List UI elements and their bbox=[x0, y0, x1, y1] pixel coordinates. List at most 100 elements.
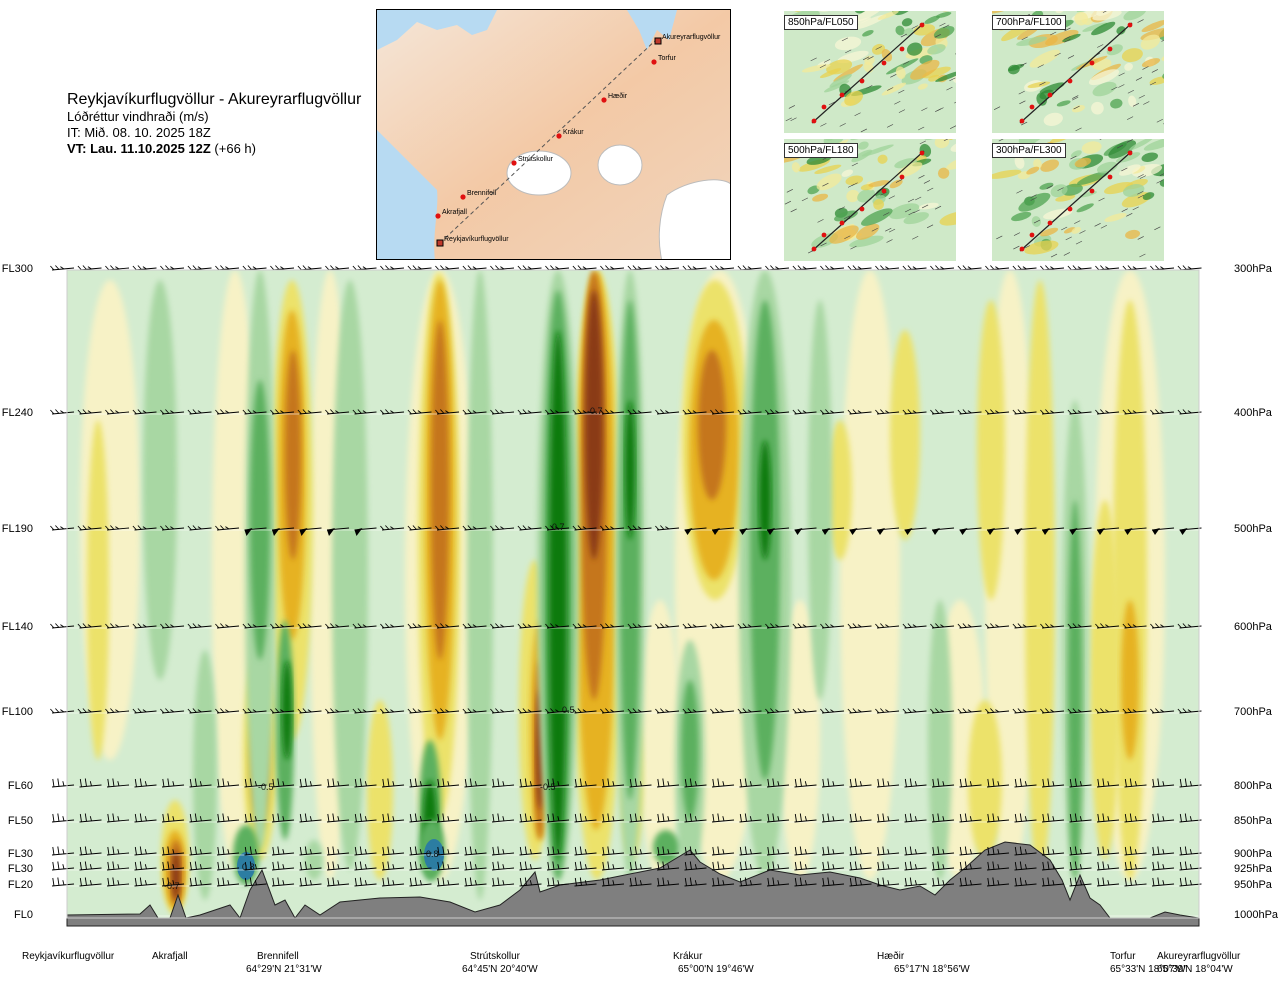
wind-barb bbox=[600, 525, 625, 531]
terrain bbox=[66, 841, 1200, 927]
wind-barb bbox=[490, 708, 515, 714]
wind-barb bbox=[1014, 846, 1037, 856]
wind-barb bbox=[574, 877, 597, 887]
wind-barb bbox=[739, 778, 762, 788]
station-coord: 64°45'N 20°40'W bbox=[462, 964, 538, 975]
wind-barb bbox=[519, 778, 542, 788]
wind-barb bbox=[794, 778, 817, 788]
wind-barb bbox=[682, 708, 707, 714]
wind-barb bbox=[875, 623, 900, 629]
station-name: Reykjavíkurflugvöllur bbox=[22, 951, 115, 962]
wind-barb bbox=[215, 623, 240, 629]
station-label: Krákur bbox=[673, 951, 702, 962]
contour-label: 0.8 bbox=[242, 862, 255, 872]
sea-nw bbox=[377, 10, 497, 50]
wind-barb bbox=[161, 813, 185, 823]
wind-barb bbox=[271, 527, 295, 536]
wind-barb bbox=[601, 861, 625, 871]
wind-barb bbox=[684, 877, 707, 887]
wind-barb bbox=[187, 623, 212, 629]
wind-barb bbox=[1012, 623, 1037, 629]
wind-barb bbox=[517, 409, 542, 415]
station-label: Brennifell bbox=[257, 951, 299, 962]
wind-barb bbox=[1151, 527, 1175, 535]
field-cell bbox=[828, 420, 852, 560]
wind-barb bbox=[1177, 623, 1202, 629]
wind-barb bbox=[739, 861, 762, 871]
map-waypoints: Akureyrarflugvöllur Torfur Hæðir Krákur Strú… bbox=[435, 34, 721, 247]
wind-barb bbox=[297, 623, 322, 629]
wind-barb bbox=[794, 846, 817, 856]
wind-barb bbox=[1040, 409, 1065, 415]
wind-barb bbox=[629, 813, 652, 823]
wind-barb bbox=[189, 877, 212, 887]
wind-barb bbox=[600, 623, 625, 629]
wind-barb bbox=[986, 527, 1010, 535]
station-label: Strútskollur bbox=[470, 951, 520, 962]
wind-barb bbox=[739, 846, 762, 856]
wind-barb bbox=[462, 525, 487, 531]
wind-barbs bbox=[50, 265, 1202, 887]
wind-barb bbox=[1122, 265, 1147, 271]
wind-barb bbox=[821, 527, 845, 535]
minimap-label: 500hPa/FL180 bbox=[784, 143, 858, 158]
wind-barb bbox=[407, 623, 432, 629]
wind-barb bbox=[244, 861, 267, 871]
wind-barb bbox=[574, 813, 597, 823]
wind-barb bbox=[710, 708, 735, 714]
wind-barb bbox=[106, 778, 130, 788]
station-name: Akrafjall bbox=[152, 951, 188, 962]
wind-barb bbox=[299, 778, 322, 788]
wind-barb bbox=[1095, 409, 1120, 415]
wind-barb bbox=[931, 813, 955, 823]
wind-barb bbox=[325, 409, 350, 415]
map-waypoint-label: Akureyrarflugvöllur bbox=[662, 34, 721, 41]
wind-barb bbox=[1124, 813, 1147, 823]
wind-barb bbox=[957, 409, 982, 415]
wind-barb bbox=[847, 409, 872, 415]
wind-barb bbox=[1014, 527, 1037, 535]
wind-barb bbox=[601, 813, 625, 823]
wind-barb bbox=[821, 846, 845, 856]
contour-label: 0.5 bbox=[562, 705, 575, 715]
wind-barb bbox=[50, 708, 75, 714]
field-cell bbox=[928, 600, 952, 880]
wind-barb bbox=[1124, 861, 1147, 871]
wind-barb bbox=[1096, 877, 1120, 887]
wind-barb bbox=[655, 623, 680, 629]
wind-barb bbox=[959, 778, 982, 788]
wind-barb bbox=[1069, 813, 1092, 823]
wind-barb bbox=[847, 708, 872, 714]
wind-barb bbox=[132, 265, 157, 271]
wind-barb bbox=[711, 527, 735, 535]
wind-barb bbox=[79, 846, 102, 856]
wind-barb bbox=[271, 813, 295, 823]
wind-barb bbox=[132, 708, 157, 714]
wind-barb bbox=[1177, 708, 1202, 714]
wind-barb bbox=[106, 813, 130, 823]
contour-label: -0.5 bbox=[258, 782, 274, 792]
wind-barb bbox=[216, 877, 240, 887]
wind-barb bbox=[270, 409, 295, 415]
wind-barb bbox=[656, 846, 680, 856]
wind-barb bbox=[462, 265, 487, 271]
wind-barb bbox=[244, 877, 267, 887]
wind-barb bbox=[849, 527, 872, 535]
wind-barb bbox=[79, 861, 102, 871]
wind-barb bbox=[326, 527, 350, 536]
wind-barb bbox=[106, 846, 130, 856]
field-cell bbox=[968, 700, 1002, 860]
flight-level-label: FL30 bbox=[7, 863, 33, 875]
map-waypoint-label: Brennifell bbox=[467, 190, 497, 197]
wind-barb bbox=[271, 861, 295, 871]
chart-header: Reykjavíkurflugvöllur - Akureyrarflugvöl… bbox=[67, 90, 387, 157]
wind-barb bbox=[517, 265, 542, 271]
wind-barb bbox=[684, 846, 707, 856]
wind-barb bbox=[794, 861, 817, 871]
wind-barb bbox=[849, 778, 872, 788]
wind-barb bbox=[904, 861, 927, 871]
wind-barb bbox=[739, 813, 762, 823]
wind-barb bbox=[435, 623, 460, 629]
wind-barb bbox=[491, 877, 515, 887]
wind-barb bbox=[792, 265, 817, 271]
